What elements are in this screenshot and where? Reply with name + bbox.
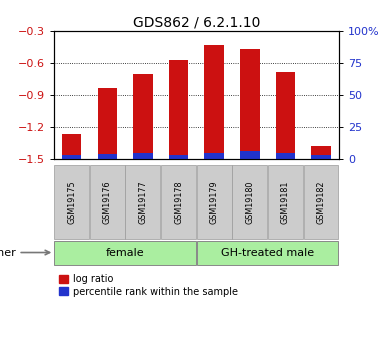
FancyBboxPatch shape (161, 165, 196, 239)
Text: GSM19181: GSM19181 (281, 180, 290, 224)
Bar (169, 155, 188, 159)
Bar (311, 155, 331, 159)
FancyBboxPatch shape (232, 165, 267, 239)
Bar (204, 152, 224, 159)
FancyBboxPatch shape (126, 165, 161, 239)
FancyBboxPatch shape (197, 165, 232, 239)
Bar (169, 60, 188, 159)
Text: GSM19177: GSM19177 (139, 180, 147, 224)
Bar (97, 88, 117, 159)
Text: GH-treated male: GH-treated male (221, 247, 314, 257)
Bar (204, 45, 224, 159)
Bar (276, 153, 295, 159)
Bar (240, 49, 259, 159)
FancyBboxPatch shape (54, 165, 89, 239)
Text: GSM19182: GSM19182 (316, 180, 325, 224)
Text: GSM19176: GSM19176 (103, 180, 112, 224)
FancyBboxPatch shape (303, 165, 338, 239)
Text: GSM19178: GSM19178 (174, 180, 183, 224)
Bar (311, 146, 331, 159)
Bar (133, 153, 153, 159)
Legend: log ratio, percentile rank within the sample: log ratio, percentile rank within the sa… (59, 274, 238, 297)
Bar (97, 154, 117, 159)
Bar (62, 135, 82, 159)
Title: GDS862 / 6.2.1.10: GDS862 / 6.2.1.10 (133, 16, 260, 30)
Bar (276, 71, 295, 159)
FancyBboxPatch shape (197, 240, 338, 265)
FancyBboxPatch shape (54, 240, 196, 265)
Bar (240, 151, 259, 159)
Text: GSM19179: GSM19179 (210, 180, 219, 224)
FancyBboxPatch shape (90, 165, 125, 239)
Text: female: female (106, 247, 144, 257)
Text: GSM19180: GSM19180 (245, 180, 254, 224)
Bar (62, 155, 82, 159)
Text: GSM19175: GSM19175 (67, 180, 76, 224)
Bar (133, 74, 153, 159)
FancyBboxPatch shape (268, 165, 303, 239)
Text: other: other (0, 247, 17, 257)
